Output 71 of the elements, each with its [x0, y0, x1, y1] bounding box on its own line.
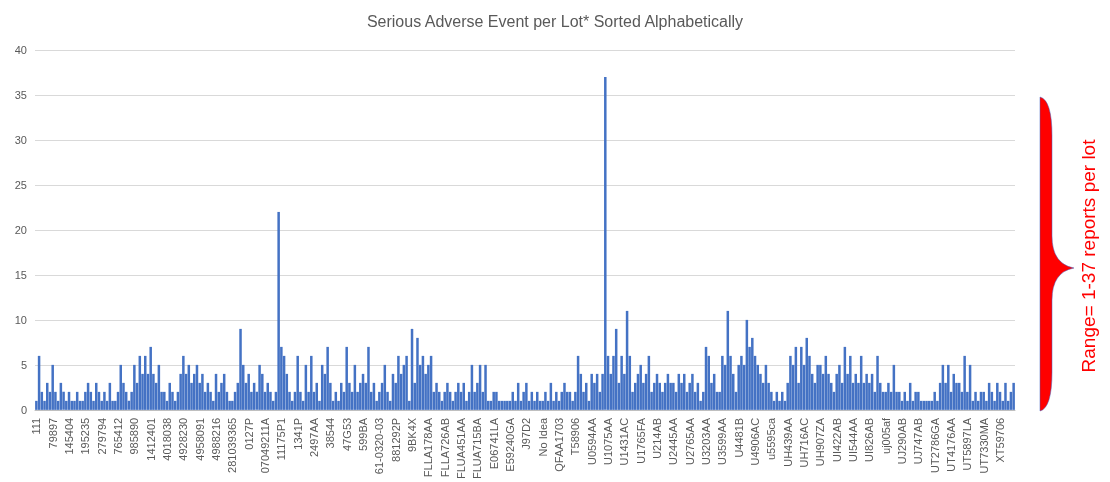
y-tick-label: 35 — [14, 88, 27, 101]
x-tick-label: 1341P — [291, 417, 304, 450]
x-tick-label: U1765FA — [634, 417, 647, 464]
x-tick-label: 47G53 — [340, 417, 353, 451]
x-tick-label: E06741LA — [487, 417, 500, 470]
y-tick-label: 5 — [20, 358, 27, 371]
x-tick-label: UT5897LA — [961, 417, 974, 471]
x-tick-label: 1412401 — [144, 417, 157, 461]
x-tick-label: 11175P1 — [275, 417, 288, 461]
y-tick-label: 0 — [20, 403, 27, 416]
x-tick-label: 38544 — [324, 417, 337, 449]
x-tick-label: FLUA451AA — [455, 417, 468, 480]
x-tick-label: uj005af — [879, 416, 892, 454]
x-tick-label: UI422AB — [830, 417, 843, 462]
x-tick-label: 07049211A — [259, 417, 272, 474]
x-tick-label: U1075AA — [602, 417, 615, 465]
x-tick-label: E59240GA — [504, 417, 517, 472]
x-tick-label: UI544AA — [847, 417, 860, 462]
x-tick-label: U4906AC — [749, 417, 762, 466]
x-tick-label: 4958091 — [193, 417, 206, 461]
x-tick-label: U214AB — [651, 417, 664, 459]
x-tick-label: U1431AC — [618, 417, 631, 466]
x-tick-label: U2445AA — [667, 417, 680, 465]
x-tick-label: 4018038 — [161, 417, 174, 461]
x-tick-label: QFAA1703 — [553, 417, 566, 472]
x-tick-label: 79897 — [46, 417, 59, 449]
x-tick-label: U2765AA — [683, 417, 696, 465]
x-tick-label: 765412 — [112, 417, 125, 455]
x-tick-label: U3203AA — [700, 417, 713, 465]
x-tick-label: 281039365 — [226, 417, 239, 473]
x-tick-label: UH716AC — [798, 417, 811, 468]
y-tick-label: 40 — [14, 44, 27, 56]
x-tick-label: U4481B — [732, 417, 745, 458]
text: Range= 1-37 reports per lot — [1077, 138, 1099, 373]
y-tick-label: 10 — [14, 313, 27, 326]
x-tick-label: UJ747AB — [912, 417, 925, 465]
x-tick-label: No Idea — [536, 416, 549, 457]
y-tick-label: 30 — [14, 133, 27, 146]
x-tick-label: UJ290AB — [896, 417, 909, 465]
x-tick-label: 4928230 — [177, 417, 190, 461]
x-tick-label: UT4176AA — [945, 417, 958, 472]
y-tick-label: 15 — [14, 268, 27, 281]
x-tick-label: FLLA178AA — [422, 417, 435, 478]
x-tick-label: 599BA — [357, 417, 370, 451]
x-tick-label: UH907ZA — [814, 417, 827, 467]
x-tick-label: T58906 — [569, 417, 582, 456]
x-tick-label: UT7330MA — [977, 417, 990, 474]
x-tick-label: UH439AA — [781, 417, 794, 467]
x-tick-label: J97D2 — [520, 417, 533, 450]
x-tick-label: 145404 — [63, 417, 76, 455]
x-tick-label: XT59706 — [994, 417, 1007, 463]
x-tick-label: UI826AB — [863, 417, 876, 462]
y-tick-label: 20 — [14, 223, 27, 236]
x-tick-label: UT2786GA — [928, 417, 941, 473]
x-tick-label: 985890 — [128, 417, 141, 455]
x-tick-label: u5595ca — [765, 416, 778, 461]
x-tick-label: U0594AA — [585, 417, 598, 465]
x-tick-label: 2497AA — [308, 417, 321, 458]
y-tick-label: 25 — [14, 178, 27, 191]
x-tick-label: U3599AA — [716, 417, 729, 465]
x-tick-label: 881292P — [389, 417, 402, 462]
x-tick-label: FLLA726AB — [438, 417, 451, 478]
x-tick-label: 0127P — [242, 417, 255, 450]
chart-title: Serious Adverse Event per Lot* Sorted Alphabetically — [366, 12, 744, 30]
x-tick-label: 4988216 — [210, 417, 223, 461]
x-tick-label: 111 — [30, 417, 43, 435]
x-tick-label: 61-0320-03 — [373, 417, 386, 475]
x-tick-label: 9BK4X — [406, 417, 419, 453]
x-tick-label: 279794 — [95, 417, 108, 455]
x-tick-label: FLUA715BA — [471, 417, 484, 480]
x-tick-label: 195235 — [79, 417, 92, 455]
